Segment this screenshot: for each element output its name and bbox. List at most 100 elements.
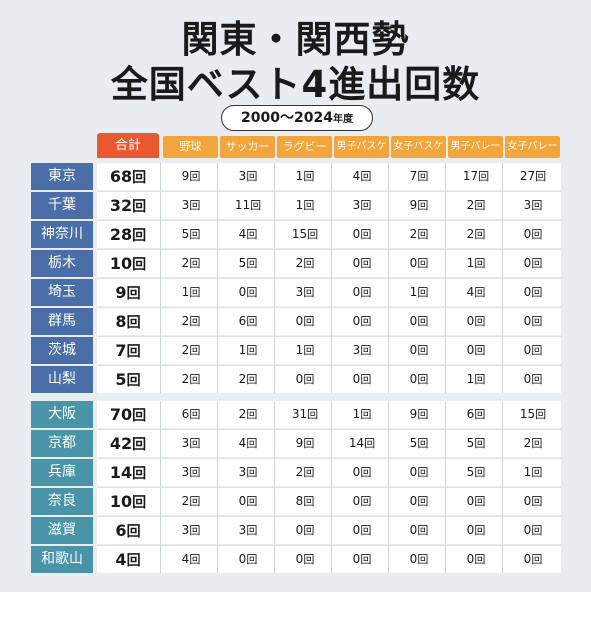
prefecture-label: 兵庫 (31, 459, 93, 486)
unit-label: 回 (531, 315, 543, 328)
count-cell: 0回 (409, 314, 429, 328)
unit-label: 回 (417, 373, 429, 386)
unit-label: 回 (246, 553, 258, 566)
row-divider (97, 429, 561, 430)
unit-label: 回 (364, 437, 376, 450)
unit-label: 回 (360, 199, 372, 212)
unit-label: 回 (417, 199, 429, 212)
unit-label: 回 (531, 437, 543, 450)
unit-label: 回 (478, 170, 490, 183)
unit-label: 回 (189, 553, 201, 566)
unit-label: 回 (474, 228, 486, 241)
unit-label: 回 (126, 553, 141, 569)
count-cell: 2回 (238, 372, 258, 386)
unit-label: 回 (189, 170, 201, 183)
unit-label: 回 (474, 553, 486, 566)
prefecture-label: 奈良 (31, 488, 93, 515)
count-cell: 3回 (181, 198, 201, 212)
unit-label: 回 (132, 170, 147, 186)
unit-label: 回 (246, 373, 258, 386)
unit-label: 回 (474, 344, 486, 357)
unit-label: 回 (417, 315, 429, 328)
table-row (97, 401, 561, 428)
count-cell: 0回 (295, 552, 315, 566)
unit-label: 回 (531, 344, 543, 357)
count-cell: 0回 (352, 552, 372, 566)
count-cell: 0回 (409, 372, 429, 386)
unit-label: 回 (189, 228, 201, 241)
count-cell: 0回 (523, 227, 543, 241)
row-divider (97, 249, 561, 250)
unit-label: 回 (303, 495, 315, 508)
total-value: 9回 (115, 283, 141, 302)
table-row (97, 163, 561, 190)
total-value: 5回 (115, 370, 141, 389)
prefecture-label: 東京 (31, 163, 93, 190)
unit-label: 回 (189, 199, 201, 212)
count-cell: 0回 (352, 285, 372, 299)
count-cell: 31回 (291, 407, 319, 421)
period-badge: 2000～2024年度 (221, 105, 373, 131)
unit-label: 回 (474, 373, 486, 386)
unit-label: 回 (531, 199, 543, 212)
unit-label: 回 (474, 437, 486, 450)
row-divider (97, 307, 561, 308)
column-divider (445, 163, 446, 393)
count-cell: 1回 (295, 198, 315, 212)
unit-label: 回 (189, 257, 201, 270)
count-cell: 8回 (295, 494, 315, 508)
unit-label: 回 (126, 344, 141, 360)
row-divider (97, 191, 561, 192)
prefecture-label: 山梨 (31, 366, 93, 393)
header-sport: 男子バスケ (334, 136, 389, 158)
count-cell: 15回 (291, 227, 319, 241)
column-divider (388, 163, 389, 393)
column-divider (160, 401, 161, 573)
unit-label: 回 (360, 466, 372, 479)
unit-label: 回 (417, 466, 429, 479)
count-cell: 0回 (523, 523, 543, 537)
row-divider (97, 278, 561, 279)
unit-label: 回 (303, 437, 315, 450)
unit-label: 回 (417, 437, 429, 450)
table-row (97, 192, 561, 219)
count-cell: 0回 (523, 256, 543, 270)
count-cell: 0回 (238, 494, 258, 508)
count-cell: 4回 (181, 552, 201, 566)
unit-label: 回 (189, 408, 201, 421)
count-cell: 3回 (181, 523, 201, 537)
count-cell: 0回 (295, 523, 315, 537)
unit-label: 回 (531, 228, 543, 241)
count-cell: 0回 (409, 465, 429, 479)
count-cell: 3回 (523, 198, 543, 212)
total-value: 8回 (115, 312, 141, 331)
unit-label: 回 (246, 466, 258, 479)
unit-label: 回 (360, 315, 372, 328)
unit-label: 回 (189, 315, 201, 328)
row-divider (97, 365, 561, 366)
unit-label: 回 (535, 408, 547, 421)
count-cell: 1回 (352, 407, 372, 421)
count-cell: 2回 (295, 256, 315, 270)
unit-label: 回 (189, 344, 201, 357)
column-divider (331, 401, 332, 573)
table-row (97, 430, 561, 457)
count-cell: 0回 (352, 256, 372, 270)
count-cell: 6回 (466, 407, 486, 421)
count-cell: 2回 (466, 227, 486, 241)
unit-label: 回 (189, 437, 201, 450)
column-divider (274, 163, 275, 393)
unit-label: 回 (531, 495, 543, 508)
unit-label: 回 (360, 170, 372, 183)
count-cell: 0回 (523, 494, 543, 508)
column-divider (445, 401, 446, 573)
total-value: 28回 (109, 225, 147, 244)
count-cell: 0回 (466, 314, 486, 328)
unit-label: 回 (126, 315, 141, 331)
unit-label: 回 (531, 524, 543, 537)
unit-label: 回 (417, 344, 429, 357)
unit-label: 回 (303, 199, 315, 212)
unit-label: 回 (417, 495, 429, 508)
unit-label: 回 (303, 373, 315, 386)
total-value: 10回 (109, 492, 147, 511)
